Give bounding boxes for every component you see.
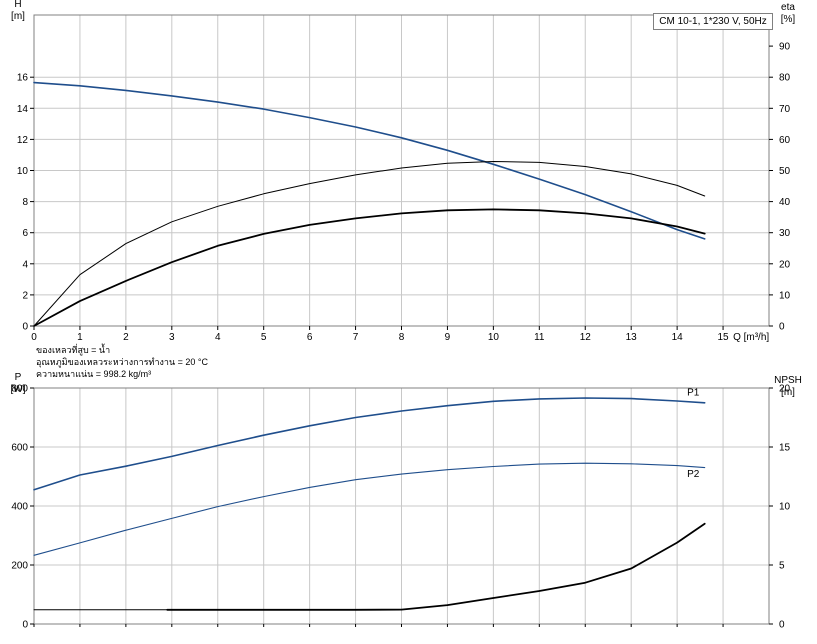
x-tick-label: 1 [77,332,83,343]
series-label-p1: P1 [687,387,700,398]
x-tick-label: 0 [31,332,37,343]
right-tick-label: 10 [779,502,791,513]
left-tick-label: 600 [11,443,28,454]
left-axis-unit: [m] [11,11,25,22]
left-tick-label: 800 [11,384,28,395]
model-label-box: CM 10-1, 1*230 V, 50Hz [653,13,773,30]
right-tick-label: 50 [779,166,791,177]
left-tick-label: 0 [22,620,28,631]
x-tick-label: 7 [353,332,359,343]
temperature-info: อุณหภูมิของเหลวระหว่างการทำงาน = 20 °C [36,357,208,367]
x-tick-label: 6 [307,332,313,343]
fluid-info: ของเหลวที่สูบ = น้ำ [36,345,111,355]
right-tick-label: 30 [779,228,791,239]
series-h [33,81,706,240]
series-npsh-bold [166,522,706,611]
right-tick-label: 60 [779,135,791,146]
density-info: ความหนาแน่น = 998.2 kg/m³ [36,369,152,379]
x-tick-label: 9 [445,332,451,343]
series-eta-thin [33,161,706,327]
x-tick-label: 3 [169,332,175,343]
left-tick-label: 0 [22,322,28,333]
series-eta-bold [33,208,706,327]
x-tick-label: 15 [718,332,730,343]
left-tick-label: 6 [22,228,28,239]
right-tick-label: 40 [779,197,791,208]
right-tick-label: 5 [779,561,785,572]
right-tick-label: 20 [779,384,791,395]
x-tick-label: 12 [580,332,592,343]
right-axis-unit: [m] [781,387,795,398]
left-axis-title: H [14,0,21,10]
right-tick-label: 90 [779,42,791,53]
right-tick-label: 20 [779,259,791,270]
left-tick-label: 200 [11,561,28,572]
left-tick-label: 16 [17,73,29,84]
x-tick-label: 2 [123,332,129,343]
x-axis-title: Q [m³/h] [733,332,769,343]
right-axis-title: NPSH [774,375,802,386]
left-tick-label: 400 [11,502,28,513]
x-tick-label: 11 [534,332,545,343]
x-tick-label: 8 [399,332,405,343]
x-tick-label: 5 [261,332,267,343]
right-tick-label: 80 [779,73,791,84]
left-axis-unit: [W] [11,384,26,395]
right-axis-unit: [%] [781,14,796,25]
right-tick-label: 0 [779,322,785,333]
left-tick-label: 14 [17,104,29,115]
series-label-p2: P2 [687,469,700,480]
right-tick-label: 15 [779,443,791,454]
right-tick-label: 70 [779,104,791,115]
left-tick-label: 8 [22,197,28,208]
right-tick-label: 10 [779,290,791,301]
x-tick-label: 4 [215,332,221,343]
x-tick-label: 10 [488,332,500,343]
left-tick-label: 4 [22,259,28,270]
left-tick-label: 10 [17,166,29,177]
right-axis-title: eta [781,2,795,13]
series-p1 [33,397,706,491]
right-tick-label: 0 [779,620,785,631]
series-p2 [33,462,706,556]
x-tick-label: 13 [626,332,638,343]
left-tick-label: 2 [22,290,28,301]
left-axis-title: P [15,372,22,383]
left-tick-label: 12 [17,135,29,146]
x-tick-label: 14 [672,332,684,343]
